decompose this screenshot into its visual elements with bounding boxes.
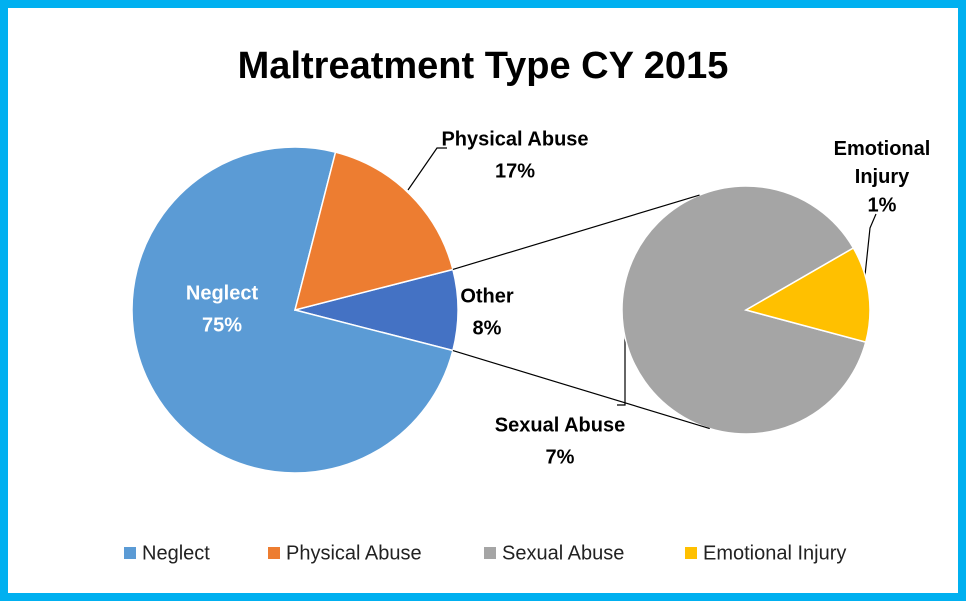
data-label-name: Physical Abuse (441, 128, 588, 150)
legend-label: Physical Abuse (286, 542, 422, 564)
pie-slice (293, 151, 454, 312)
data-label-name: Other (460, 285, 514, 307)
pie-slice (744, 246, 871, 344)
pie-slice (131, 146, 454, 474)
leader-line (863, 213, 877, 286)
legend-swatch (685, 547, 697, 559)
data-label-value: 17% (495, 160, 535, 182)
legend-label: Sexual Abuse (502, 542, 624, 564)
pie-slice (621, 185, 867, 435)
data-label-value: 8% (473, 317, 502, 339)
connector-line (452, 349, 710, 430)
legend-label: Neglect (142, 542, 210, 564)
legend-swatch (268, 547, 280, 559)
legend-label: Emotional Injury (703, 542, 846, 564)
chart-title: Maltreatment Type CY 2015 (238, 45, 729, 87)
data-label-value: 7% (546, 446, 575, 468)
legend-swatch (124, 547, 136, 559)
data-label-name: Sexual Abuse (495, 414, 625, 436)
data-label-name: Neglect (186, 282, 259, 304)
legend-swatch (484, 547, 496, 559)
data-label-value: 1% (868, 194, 897, 216)
data-label-name: Emotional Injury (834, 138, 931, 188)
leader-line (617, 335, 626, 406)
leader-line (407, 147, 447, 191)
connector-line (452, 194, 700, 271)
data-label-value: 75% (202, 314, 242, 336)
